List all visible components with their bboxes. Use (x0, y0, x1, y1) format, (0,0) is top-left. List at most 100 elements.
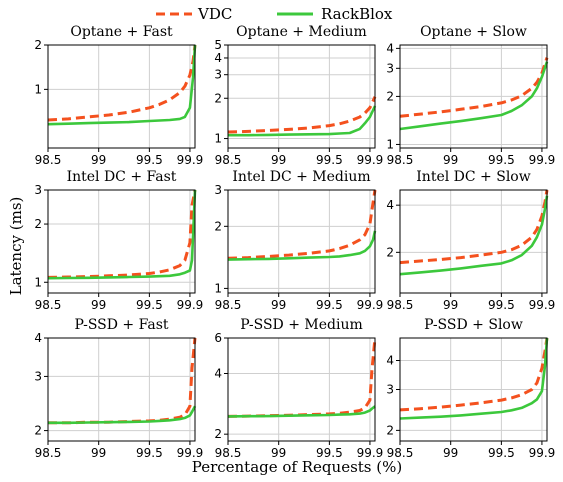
series-line-rackblox (47, 44, 197, 126)
panel-intel-dc-slow: Intel DC + Slow 98.5 99 99.5 99.9 2 4 (386, 169, 555, 312)
x-tick-label: 99.5 (488, 153, 515, 167)
series-line-vdc (399, 337, 549, 412)
panel-p-ssd-fast: P-SSD + Fast 98.5 99 99.5 99.9 2 3 4 (34, 317, 203, 460)
y-tick-label: 4 (34, 331, 42, 345)
x-tick-label: 99.9 (357, 298, 384, 312)
series-line-vdc (47, 189, 197, 279)
series-line-rackblox (47, 189, 197, 280)
series-line-vdc (399, 189, 549, 265)
x-tick-label: 99.5 (488, 446, 515, 460)
series-line-rackblox (399, 61, 549, 131)
axes-frame (227, 189, 376, 294)
x-tick-label: 99 (91, 446, 106, 460)
y-tick-label: 3 (34, 183, 42, 197)
y-tick-label: 1 (386, 137, 394, 151)
series-line-vdc (399, 57, 549, 118)
y-tick-label: 2 (386, 89, 394, 103)
series-line-vdc (48, 337, 197, 425)
x-tick-label: 99.9 (357, 153, 384, 167)
series-line-rackblox (227, 230, 377, 261)
x-tick-label: 98.5 (387, 446, 414, 460)
x-tick-label: 99.9 (529, 298, 556, 312)
panel-title: Optane + Slow (420, 24, 527, 40)
y-axis-label: Latency (ms) (7, 197, 25, 296)
y-tick-label: 4 (214, 51, 222, 65)
panel-title: Optane + Medium (236, 24, 367, 40)
series-line-rackblox (228, 105, 377, 137)
legend: VDC RackBlox (156, 5, 393, 23)
x-tick-label: 99 (443, 153, 458, 167)
x-tick-label: 99.5 (136, 298, 163, 312)
x-tick-label: 99.9 (177, 446, 204, 460)
y-tick-label: 4 (386, 353, 394, 367)
panel-title: P-SSD + Slow (424, 317, 523, 333)
x-tick-label: 99.9 (529, 446, 556, 460)
y-tick-label: 1 (34, 82, 42, 96)
x-tick-label: 99.5 (488, 298, 515, 312)
x-tick-label: 99 (271, 446, 286, 460)
x-tick-label: 99.5 (316, 446, 343, 460)
x-tick-label: 98.5 (215, 153, 242, 167)
y-tick-label: 2 (34, 424, 42, 438)
series-line-vdc (227, 337, 377, 418)
x-axis-label: Percentage of Requests (%) (192, 458, 402, 476)
panel-title: P-SSD + Medium (240, 317, 363, 333)
series-line-rackblox (48, 405, 197, 425)
x-tick-label: 98.5 (35, 298, 62, 312)
x-tick-label: 98.5 (387, 298, 414, 312)
axes-frame (227, 44, 376, 149)
series-line-vdc (47, 44, 197, 122)
x-tick-label: 99 (91, 298, 106, 312)
x-tick-label: 98.5 (35, 446, 62, 460)
x-tick-label: 98.5 (35, 153, 62, 167)
axes-frame (227, 337, 376, 442)
x-tick-label: 99.5 (316, 153, 343, 167)
y-tick-label: 1 (34, 275, 42, 289)
y-tick-label: 1 (214, 132, 222, 146)
x-tick-label: 99.5 (136, 446, 163, 460)
x-tick-label: 99 (91, 153, 106, 167)
y-tick-label: 3 (34, 369, 42, 383)
y-tick-label: 4 (386, 198, 394, 212)
y-tick-label: 6 (214, 331, 222, 345)
panel-optane-medium: Optane + Medium 98.5 99 99.5 99.9 1 2 3 45 (214, 24, 383, 167)
x-tick-label: 99.5 (316, 298, 343, 312)
series-line-vdc (227, 189, 377, 260)
panel-title: Intel DC + Medium (232, 169, 370, 185)
panel-title: Intel DC + Slow (416, 169, 530, 185)
x-tick-label: 99 (443, 298, 458, 312)
panel-p-ssd-slow: P-SSD + Slow 98.5 99 99.5 99.9 2 3 4 (386, 317, 555, 460)
panel-title: Optane + Fast (70, 24, 173, 40)
series-line-rackblox (399, 195, 549, 276)
y-tick-label: 3 (386, 383, 394, 397)
panel-intel-dc-medium: Intel DC + Medium 98.5 99 99.5 99.9 1 2 3 (214, 169, 383, 312)
y-tick-label: 3 (214, 183, 222, 197)
y-tick-label: 2 (214, 427, 222, 441)
x-tick-label: 98.5 (387, 153, 414, 167)
y-tick-label: 2 (34, 38, 42, 52)
panel-optane-slow: Optane + Slow 98.5 99 99.5 99.9 1 2 3 4 (386, 24, 555, 167)
panel-title: Intel DC + Fast (67, 169, 177, 185)
panel-p-ssd-medium: P-SSD + Medium 98.5 99 99.5 99.9 2 4 6 (214, 317, 383, 460)
x-tick-label: 99.9 (529, 153, 556, 167)
series-line-vdc (227, 96, 377, 134)
legend-label-rackblox: RackBlox (321, 5, 393, 23)
y-tick-label: 2 (214, 91, 222, 105)
x-tick-label: 99 (443, 446, 458, 460)
y-tick-label: 2 (386, 423, 394, 437)
x-tick-label: 98.5 (215, 446, 242, 460)
x-tick-label: 99.5 (136, 153, 163, 167)
panel-intel-dc-fast: Intel DC + Fast 98.5 99 99.5 99.9 1 2 3 (34, 169, 203, 312)
y-tick-label: 4 (214, 366, 222, 380)
axes-frame (47, 44, 196, 149)
axes-frame (47, 189, 196, 294)
series-line-rackblox (399, 337, 549, 420)
y-tick-label: 3 (386, 61, 394, 75)
y-tick-label: 3 (214, 68, 222, 82)
y-tick-label: 2 (214, 219, 222, 233)
x-tick-label: 98.5 (215, 298, 242, 312)
y-tick-label: 5 (214, 38, 222, 52)
x-tick-label: 99 (271, 298, 286, 312)
